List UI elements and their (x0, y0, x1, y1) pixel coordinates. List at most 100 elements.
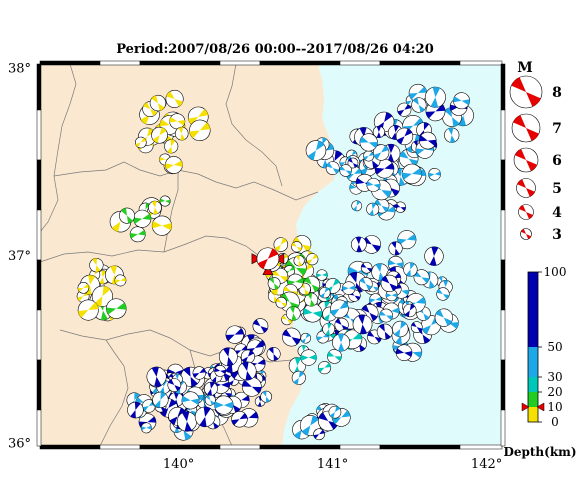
magnitude-legend-label: 3 (552, 227, 562, 243)
focal-mechanism-event (434, 308, 453, 327)
focal-mechanism-event (444, 127, 460, 143)
focal-mechanism-event (322, 322, 336, 336)
latitude-tick-label: 38° (8, 62, 31, 77)
focal-mechanism-event (174, 126, 189, 141)
mainshock-focal-mechanism (256, 247, 280, 271)
focal-mechanism-event (380, 274, 399, 293)
focal-mechanism-event (351, 236, 367, 253)
longitude-tick-label: 141° (317, 457, 348, 472)
focal-mechanism-event (374, 158, 395, 179)
focal-mechanism-event (291, 241, 303, 253)
focal-mechanism-event (237, 361, 257, 381)
focal-mechanism-event (436, 287, 450, 301)
focal-mechanism-event (341, 281, 356, 295)
magnitude-legend-symbol (513, 147, 539, 173)
focal-mechanism-event (328, 405, 342, 419)
magnitude-legend-label: 4 (552, 205, 562, 221)
focal-mechanism-event (169, 113, 186, 130)
focal-mechanism-event (140, 422, 152, 434)
focal-mechanism-event (300, 349, 317, 366)
focal-mechanism-event (181, 391, 200, 410)
focal-mechanism-event (151, 215, 172, 236)
magnitude-legend-label: 7 (552, 121, 562, 137)
focal-mechanism-event (89, 258, 104, 273)
focal-mechanism-event (403, 303, 417, 318)
focal-mechanism-event (352, 314, 373, 335)
focal-mechanism-event (318, 286, 331, 299)
depth-color-segment (528, 272, 538, 347)
focal-mechanism-event (267, 277, 281, 290)
focal-mechanism-event (372, 125, 385, 139)
longitude-tick-label: 140° (163, 457, 194, 472)
depth-tick-label: 0 (551, 415, 559, 429)
magnitude-legend: 8 7 6 5 4 3 (509, 75, 562, 243)
magnitude-legend-symbol (518, 204, 534, 220)
focal-mechanism-event (408, 83, 428, 103)
depth-tick-label: 100 (544, 265, 567, 279)
focal-mechanism-event (106, 298, 127, 319)
focal-mechanism-event (358, 277, 373, 291)
focal-mechanism-event (395, 344, 413, 361)
focal-mechanism-event (148, 200, 162, 215)
depth-marker-bowtie-icon (521, 402, 545, 412)
focal-mechanism-event (291, 370, 306, 385)
magnitude-legend-label: 8 (552, 85, 562, 101)
focal-mechanism-event (385, 289, 398, 302)
focal-mechanism-event (366, 202, 380, 216)
depth-color-segment (528, 407, 538, 422)
focal-mechanism-event (167, 378, 182, 392)
focal-mechanism-event (77, 281, 90, 294)
focal-mechanism-event (347, 157, 359, 169)
focal-mechanism-event (285, 306, 301, 321)
focal-mechanism-event (367, 329, 382, 345)
focal-mechanism-event (77, 299, 99, 321)
focal-mechanism-event (204, 381, 218, 396)
depth-color-segment (528, 347, 538, 377)
focal-mechanism-event (453, 92, 470, 110)
focal-mechanism-event (164, 156, 183, 174)
focal-mechanism-event (401, 163, 423, 185)
depth-color-segment (528, 392, 538, 407)
focal-mechanism-event (366, 177, 381, 192)
magnitude-legend-symbol (516, 178, 536, 198)
longitude-tick-label: 142° (471, 457, 502, 472)
focal-mechanism-event (192, 366, 206, 380)
focal-mechanism-event (189, 119, 211, 142)
focal-mechanism-event (127, 401, 144, 419)
focal-mechanism-event (424, 246, 444, 266)
focal-mechanism-event (282, 327, 301, 347)
focal-mechanism-event (300, 332, 312, 344)
focal-mechanism-event (362, 235, 381, 254)
focal-mechanism-event (388, 241, 403, 256)
latitude-tick-label: 37° (8, 249, 31, 264)
focal-mechanism-event (305, 140, 327, 161)
latitude-tick-label: 36° (8, 436, 31, 451)
focal-mechanism-event (252, 318, 269, 334)
focal-mechanism-event (194, 406, 216, 428)
focal-mechanism-event (119, 207, 136, 224)
focal-mechanism-event (351, 200, 363, 212)
focal-mechanism-event (149, 94, 167, 112)
focal-mechanism-event (325, 161, 340, 176)
magnitude-legend-symbol (520, 228, 532, 240)
map-frame-ticks (36, 60, 506, 450)
focal-mechanism-event (373, 144, 390, 161)
focal-mechanism-event (164, 139, 179, 154)
depth-tick-label: 50 (547, 340, 562, 354)
focal-mechanism-event (293, 255, 305, 267)
focal-mechanism-event (231, 410, 248, 428)
map-area (40, 64, 502, 446)
focal-mechanism-event (316, 269, 328, 281)
focal-mechanism-event (260, 390, 273, 403)
focal-mechanism-event (306, 253, 319, 266)
focal-mechanism-event (327, 349, 342, 364)
focal-mechanism-event (339, 164, 352, 177)
focal-mechanism-event (359, 133, 378, 152)
mainshock-event (251, 247, 285, 276)
focal-mechanism-event (214, 365, 227, 377)
map-title: Period:2007/08/26 00:00--2017/08/26 04:2… (116, 42, 434, 57)
magnitude-legend-symbol (511, 113, 541, 143)
focal-mechanism-event (151, 126, 168, 144)
earthquake-events (76, 83, 474, 441)
